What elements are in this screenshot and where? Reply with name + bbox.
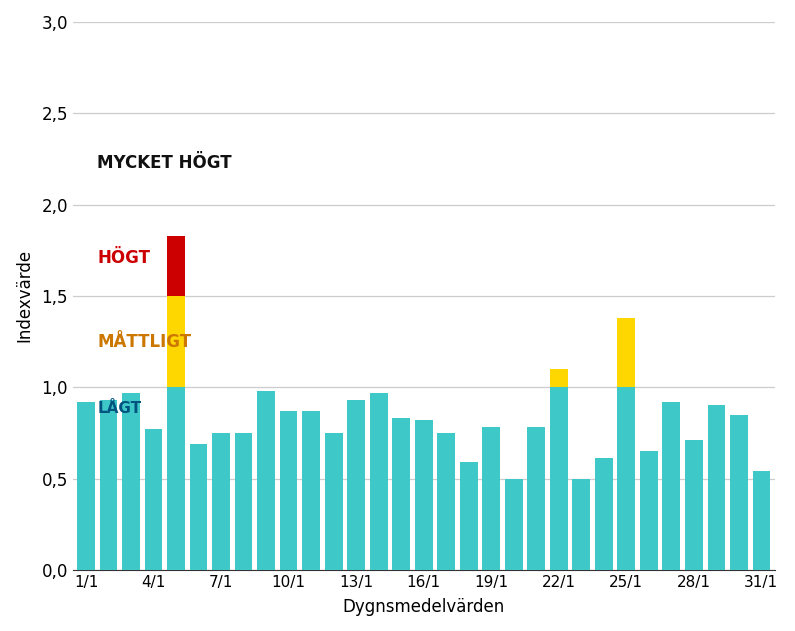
Bar [550,369,568,387]
Bar [483,427,500,570]
Bar [460,462,478,570]
Bar [370,392,387,570]
Text: LÅGT: LÅGT [98,401,142,416]
Bar [753,471,770,570]
X-axis label: Dygnsmedelvärden: Dygnsmedelvärden [343,598,505,616]
Bar [595,458,612,570]
Bar [122,392,140,570]
Bar [393,418,410,570]
Text: MYCKET HÖGT: MYCKET HÖGT [98,154,232,172]
Bar [708,406,725,570]
Bar [527,427,545,570]
Y-axis label: Indexvärde: Indexvärde [15,249,33,343]
Text: HÖGT: HÖGT [98,249,150,267]
Bar [685,440,703,570]
Bar [77,402,95,570]
Bar [505,478,522,570]
Bar [280,411,297,570]
Bar [730,415,747,570]
Bar [190,444,207,570]
Bar [235,433,253,570]
Bar [618,318,635,387]
Bar [347,400,365,570]
Text: MÅTTLIGT: MÅTTLIGT [98,333,192,351]
Bar [100,400,118,570]
Bar [212,433,230,570]
Bar [662,402,680,570]
Bar [437,433,455,570]
Bar [145,429,162,570]
Bar [168,387,185,570]
Bar [302,411,320,570]
Bar [168,235,185,296]
Bar [572,478,590,570]
Bar [618,387,635,570]
Bar [415,420,432,570]
Bar [258,391,275,570]
Bar [640,451,657,570]
Bar [168,296,185,387]
Bar [325,433,343,570]
Bar [550,387,568,570]
